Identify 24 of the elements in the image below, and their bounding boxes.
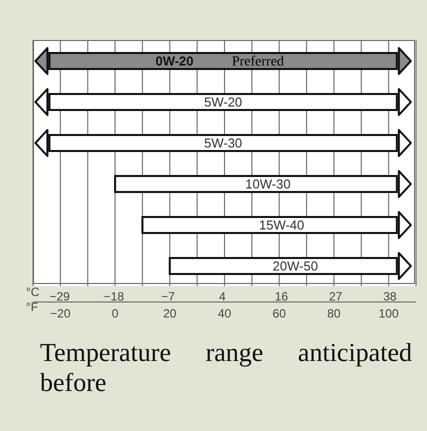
y-tick-label: 10W-30 bbox=[245, 176, 291, 192]
y-tick-label: 20W-50 bbox=[272, 258, 318, 274]
x2-axis-title: °C bbox=[26, 285, 40, 299]
x-axis-title: °F bbox=[26, 300, 38, 314]
x2-tick-label: −18 bbox=[104, 290, 124, 304]
text: Temperature range anticipated before bbox=[40, 338, 412, 398]
x2-tick-label: 16 bbox=[274, 290, 288, 304]
x2-tick-label: −29 bbox=[49, 290, 70, 304]
y-tick-label: 15W-40 bbox=[258, 218, 304, 232]
x2-tick-label: 4 bbox=[218, 290, 226, 304]
y-tick-label: 5W-20 bbox=[204, 94, 242, 110]
x2-tick-label: −7 bbox=[161, 290, 176, 304]
y-tick-label: 5W-30 bbox=[204, 136, 242, 150]
x-tick-label: −20 bbox=[50, 306, 71, 321]
x-tick-label: 0 bbox=[112, 306, 119, 321]
x-tick-label: 40 bbox=[218, 306, 232, 321]
x-tick-label: 60 bbox=[272, 306, 286, 321]
x-tick-label: 20 bbox=[163, 306, 177, 321]
x-tick-label: 100 bbox=[378, 306, 399, 321]
annotation: Preferred bbox=[232, 54, 284, 70]
x2-tick-label: 27 bbox=[328, 290, 343, 304]
x-tick-label: 80 bbox=[327, 306, 341, 321]
x2-tick-label: 38 bbox=[383, 290, 397, 304]
y-tick-label: 0W-20 bbox=[155, 54, 194, 68]
